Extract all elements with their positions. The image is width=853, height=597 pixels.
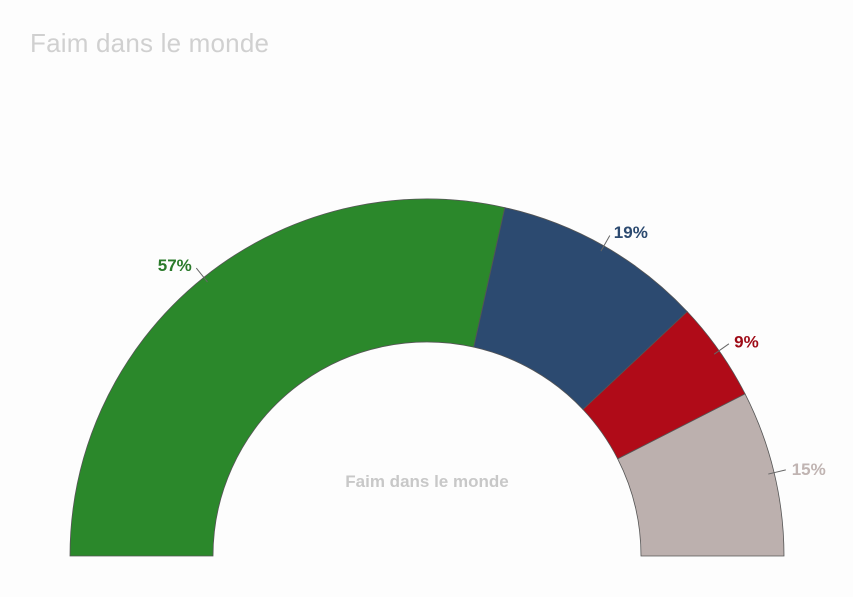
leader-line-3 bbox=[768, 469, 786, 475]
slices-group bbox=[69, 198, 785, 557]
leader-line-0 bbox=[195, 267, 208, 283]
data-label-1: 19% bbox=[614, 223, 648, 242]
chart-title: Faim dans le monde bbox=[30, 28, 270, 58]
leader-lines-group bbox=[195, 235, 786, 475]
data-label-0: 57% bbox=[158, 256, 192, 275]
data-label-3: 15% bbox=[792, 460, 826, 479]
data-labels-group: 57% 19% 9% 15% bbox=[158, 223, 826, 479]
leader-line-2 bbox=[713, 343, 730, 355]
center-label: Faim dans le monde bbox=[345, 472, 508, 491]
slice-0[interactable] bbox=[69, 198, 506, 557]
slice-3[interactable] bbox=[617, 393, 785, 557]
data-label-2: 9% bbox=[734, 333, 759, 352]
leader-line-1 bbox=[600, 235, 611, 252]
